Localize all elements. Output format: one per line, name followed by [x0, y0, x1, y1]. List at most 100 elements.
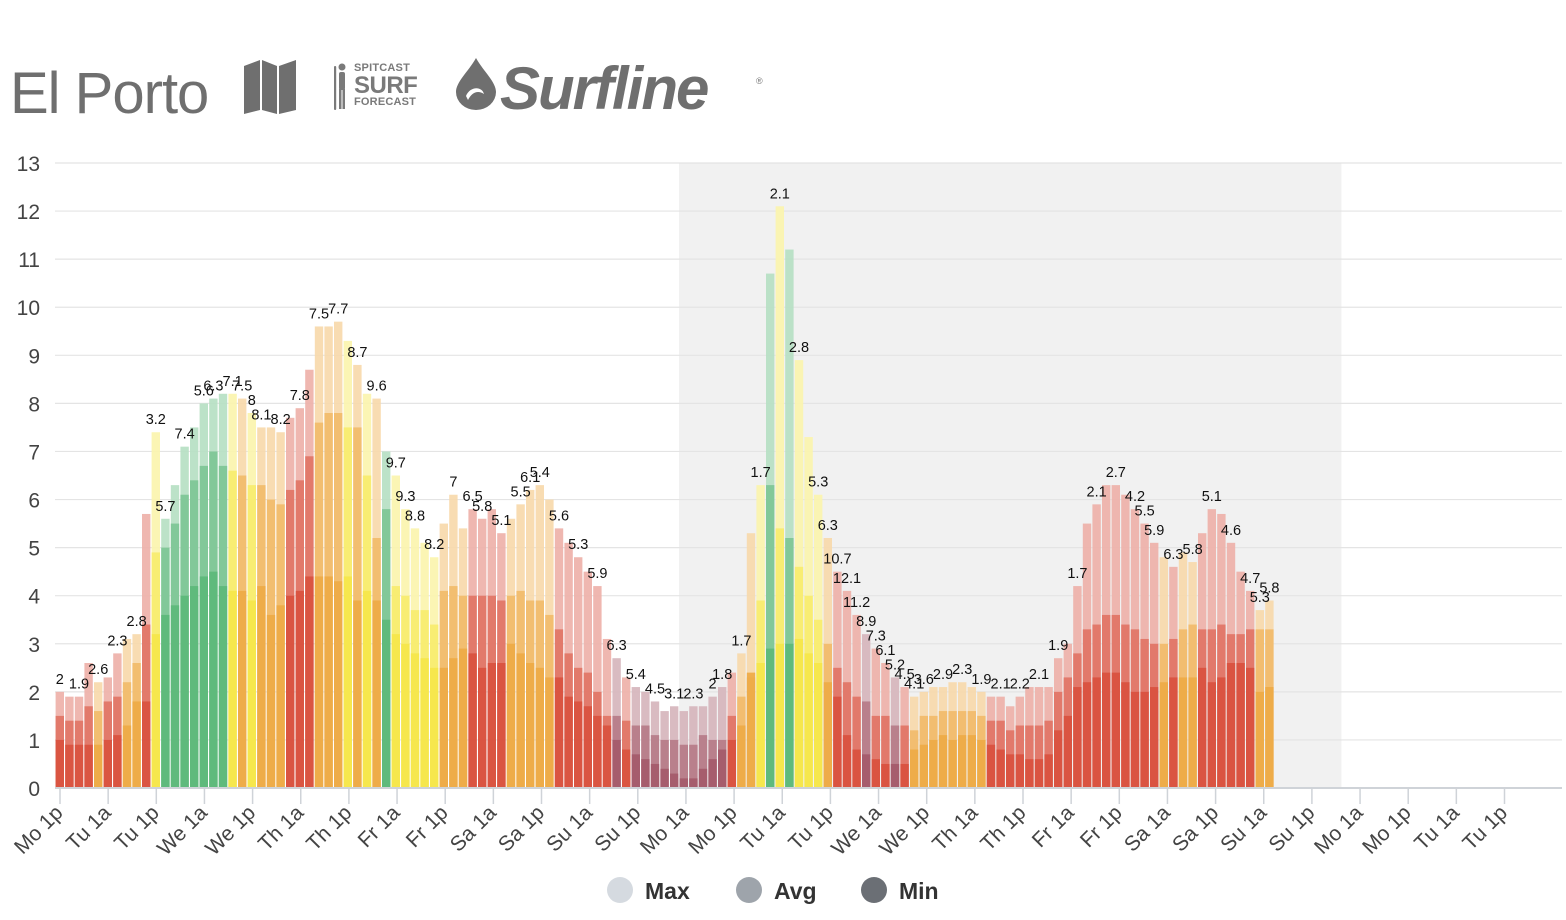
- bar-min[interactable]: [391, 634, 400, 788]
- bar-min[interactable]: [74, 744, 84, 788]
- bar-min[interactable]: [727, 739, 736, 788]
- bar-min[interactable]: [439, 667, 448, 788]
- bar-min[interactable]: [1102, 672, 1111, 788]
- bar-min[interactable]: [689, 778, 698, 788]
- bar-avg[interactable]: [900, 725, 909, 789]
- bar-min[interactable]: [746, 672, 756, 788]
- bar-min[interactable]: [1226, 663, 1236, 788]
- bar-min[interactable]: [142, 701, 151, 788]
- bar-min[interactable]: [1111, 672, 1120, 788]
- bar-min[interactable]: [430, 667, 439, 788]
- bar-min[interactable]: [132, 701, 141, 788]
- bar-min[interactable]: [247, 600, 256, 789]
- bar-min[interactable]: [420, 658, 429, 788]
- bar-min[interactable]: [650, 763, 660, 788]
- bar-min[interactable]: [986, 744, 996, 788]
- bar-min[interactable]: [103, 739, 112, 788]
- bar-min[interactable]: [660, 768, 669, 788]
- bar-min[interactable]: [516, 653, 525, 788]
- bar-min[interactable]: [698, 768, 708, 788]
- bar-min[interactable]: [334, 581, 343, 788]
- bar-min[interactable]: [1150, 687, 1159, 788]
- bar-avg[interactable]: [766, 485, 775, 788]
- bar-min[interactable]: [314, 576, 324, 788]
- bar-min[interactable]: [1207, 682, 1216, 788]
- bar-min[interactable]: [1034, 759, 1044, 788]
- bar-min[interactable]: [804, 653, 813, 788]
- bar-min[interactable]: [842, 735, 852, 788]
- bar-avg[interactable]: [1025, 725, 1034, 789]
- bar-min[interactable]: [641, 759, 650, 788]
- bar-avg[interactable]: [890, 725, 900, 789]
- bar-avg[interactable]: [689, 744, 698, 788]
- bar-min[interactable]: [1236, 663, 1245, 788]
- bar-min[interactable]: [1198, 667, 1207, 788]
- bar-min[interactable]: [401, 643, 410, 788]
- bar-min[interactable]: [785, 643, 794, 788]
- bar-min[interactable]: [286, 595, 295, 788]
- bar-min[interactable]: [871, 759, 880, 788]
- spitcast-logo[interactable]: SPITCAST SURF FORECAST: [332, 62, 432, 112]
- bar-avg[interactable]: [862, 701, 871, 788]
- surfline-logo[interactable]: Surfline ®: [452, 55, 763, 122]
- bar-min[interactable]: [1178, 677, 1188, 788]
- bar-min[interactable]: [1092, 677, 1101, 788]
- bar-min[interactable]: [468, 653, 477, 788]
- bar-min[interactable]: [958, 735, 967, 788]
- bar-min[interactable]: [554, 677, 564, 788]
- bar-min[interactable]: [794, 638, 804, 788]
- bar-min[interactable]: [1015, 754, 1024, 788]
- bar-min[interactable]: [593, 715, 602, 788]
- bar-min[interactable]: [170, 605, 180, 788]
- bar-min[interactable]: [497, 663, 506, 788]
- bar-avg[interactable]: [881, 715, 890, 788]
- bar-min[interactable]: [1255, 691, 1264, 788]
- bar-max[interactable]: [746, 533, 756, 788]
- bar-min[interactable]: [276, 605, 285, 788]
- bar-min[interactable]: [622, 749, 631, 788]
- bar-min[interactable]: [862, 754, 871, 788]
- bar-min[interactable]: [84, 744, 93, 788]
- bar-min[interactable]: [113, 735, 122, 788]
- bar-min[interactable]: [708, 759, 717, 788]
- bar-min[interactable]: [679, 778, 688, 788]
- bar-min[interactable]: [1159, 682, 1168, 788]
- bar-min[interactable]: [1082, 682, 1092, 788]
- bar-avg[interactable]: [641, 725, 650, 789]
- bar-min[interactable]: [1044, 754, 1053, 788]
- bar-min[interactable]: [833, 696, 842, 788]
- bar-min[interactable]: [1054, 730, 1063, 788]
- bar-min[interactable]: [1140, 691, 1149, 788]
- bar-min[interactable]: [449, 658, 458, 788]
- bar-min[interactable]: [910, 749, 919, 788]
- bar-min[interactable]: [564, 696, 573, 788]
- bar-min[interactable]: [881, 763, 890, 788]
- bar-min[interactable]: [890, 763, 900, 788]
- bar-min[interactable]: [670, 773, 679, 788]
- bar-min[interactable]: [295, 590, 304, 788]
- bar-min[interactable]: [1265, 687, 1274, 788]
- bar-avg[interactable]: [650, 735, 660, 788]
- bar-avg[interactable]: [1034, 725, 1044, 789]
- bar-min[interactable]: [305, 576, 314, 788]
- bar-min[interactable]: [535, 667, 544, 788]
- bar-min[interactable]: [324, 576, 333, 788]
- bar-min[interactable]: [487, 663, 496, 788]
- bar-min[interactable]: [199, 576, 208, 788]
- bar-min[interactable]: [977, 739, 986, 788]
- bar-min[interactable]: [372, 600, 381, 789]
- bar-min[interactable]: [1169, 677, 1178, 788]
- bar-min[interactable]: [718, 749, 727, 788]
- bar-avg[interactable]: [660, 739, 669, 788]
- bar-min[interactable]: [353, 600, 362, 789]
- bar-max[interactable]: [593, 586, 602, 788]
- bar-min[interactable]: [1246, 667, 1255, 788]
- bar-avg[interactable]: [679, 744, 688, 788]
- bar-min[interactable]: [602, 725, 612, 789]
- bar-avg[interactable]: [871, 715, 880, 788]
- bar-min[interactable]: [1063, 715, 1072, 788]
- bar-min[interactable]: [1025, 759, 1034, 788]
- bar-min[interactable]: [410, 653, 420, 788]
- bar-min[interactable]: [1006, 754, 1015, 788]
- bar-min[interactable]: [900, 763, 909, 788]
